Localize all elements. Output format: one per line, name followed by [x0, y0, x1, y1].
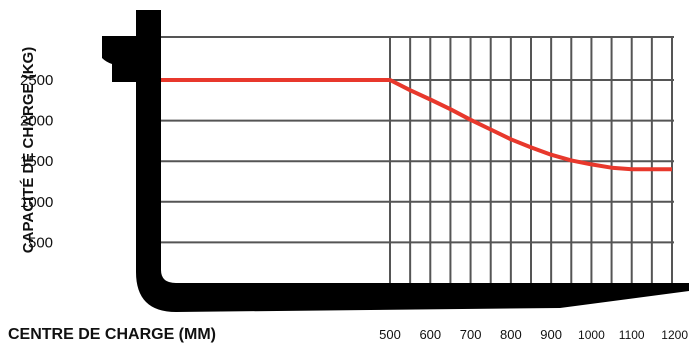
y-axis-title: CAPACITÉ DE CHARGE (KG) [20, 47, 37, 253]
x-tick-label: 1100 [619, 328, 645, 342]
y-tick-label: 1500 [20, 153, 53, 170]
y-tick-label: 2500 [20, 72, 53, 89]
x-tick-label: 500 [379, 327, 401, 342]
y-tick-label: 1000 [20, 194, 53, 211]
x-tick-label: 600 [419, 327, 441, 342]
forklift-fork-illustration [102, 10, 689, 312]
y-tick-label: 500 [28, 234, 53, 251]
x-tick-label: 700 [460, 327, 482, 342]
x-axis-title: CENTRE DE CHARGE (MM) [8, 326, 216, 343]
x-tick-label: 1200 [661, 328, 688, 342]
y-tick-label: 2000 [20, 113, 53, 130]
grid [161, 36, 674, 283]
x-tick-label: 800 [500, 327, 522, 342]
x-tick-label: 1000 [578, 328, 605, 342]
fork-hook [102, 36, 136, 82]
capacity-curve [161, 78, 672, 172]
x-tick-label: 900 [540, 327, 562, 342]
